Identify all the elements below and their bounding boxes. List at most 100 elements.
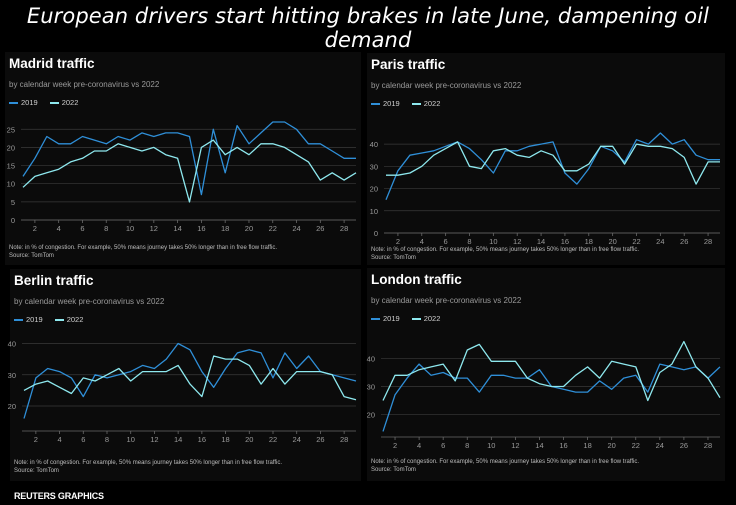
y-tick-label: 30 — [370, 162, 378, 171]
x-tick-label: 10 — [489, 237, 497, 246]
source-text: Source: TomTom — [371, 255, 416, 261]
chart-legend: 2019 2022 — [14, 315, 83, 324]
y-tick-label: 0 — [11, 216, 15, 225]
berlin-chart-panel: Berlin traffic by calendar week pre-coro… — [8, 269, 361, 481]
chart-note: Note: in % of congestion. For example, 5… — [9, 244, 277, 260]
legend-swatch-2022 — [54, 318, 64, 321]
x-tick-label: 24 — [656, 441, 664, 450]
y-tick-label: 25 — [7, 125, 15, 134]
y-tick-label: 10 — [7, 180, 15, 189]
x-tick-label: 28 — [704, 237, 712, 246]
x-tick-label: 4 — [57, 435, 61, 444]
note-text: Note: in % of congestion. For example, 5… — [371, 247, 640, 253]
x-tick-label: 24 — [656, 237, 664, 246]
x-tick-label: 2 — [396, 237, 400, 246]
x-tick-label: 14 — [535, 441, 543, 450]
legend-item-2019: 2019 — [371, 99, 400, 108]
chart-note: Note: in % of congestion. For example, 5… — [371, 246, 639, 262]
chart-title: Paris traffic — [371, 57, 446, 72]
legend-swatch-2019 — [371, 102, 380, 105]
reuters-graphics-credit: REUTERS GRAPHICS — [14, 491, 104, 501]
series-line-2019 — [382, 363, 721, 432]
y-tick-label: 40 — [367, 354, 375, 363]
series-line-2022 — [23, 355, 357, 401]
chart-title: Madrid traffic — [9, 56, 95, 71]
x-tick-label: 28 — [340, 435, 348, 444]
legend-swatch-2019 — [14, 318, 23, 321]
paris-chart-panel: Paris traffic by calendar week pre-coron… — [367, 53, 725, 265]
london-chart-panel: London traffic by calendar week pre-coro… — [367, 268, 725, 481]
x-tick-label: 26 — [316, 435, 324, 444]
y-tick-label: 15 — [7, 162, 15, 171]
x-tick-label: 10 — [126, 224, 134, 233]
legend-label-2022: 2022 — [66, 315, 84, 324]
x-tick-label: 22 — [632, 441, 640, 450]
chart-title: London traffic — [371, 272, 462, 287]
chart-note: Note: in % of congestion. For example, 5… — [14, 459, 282, 475]
headline: European drivers start hitting brakes in… — [26, 4, 710, 52]
x-tick-label: 14 — [173, 224, 181, 233]
legend-item-2019: 2019 — [14, 315, 43, 324]
legend-label-2019: 2019 — [383, 99, 400, 108]
legend-label-2022: 2022 — [423, 99, 441, 108]
y-tick-label: 20 — [367, 411, 375, 420]
legend-swatch-2022 — [49, 101, 59, 104]
x-tick-label: 20 — [245, 224, 253, 233]
x-tick-label: 18 — [585, 237, 593, 246]
x-tick-label: 14 — [537, 237, 545, 246]
x-tick-label: 14 — [174, 435, 182, 444]
x-tick-label: 22 — [632, 237, 640, 246]
x-tick-label: 12 — [511, 441, 519, 450]
x-tick-label: 24 — [292, 224, 300, 233]
y-tick-label: 10 — [370, 207, 378, 216]
chart-note: Note: in % of congestion. For example, 5… — [371, 458, 639, 474]
series-line-2019 — [23, 342, 357, 419]
chart-title: Berlin traffic — [14, 273, 94, 288]
x-tick-label: 20 — [245, 435, 253, 444]
x-tick-label: 2 — [33, 224, 37, 233]
legend-item-2019: 2019 — [9, 98, 38, 107]
y-tick-label: 0 — [374, 229, 378, 238]
x-tick-label: 4 — [57, 224, 61, 233]
y-tick-label: 30 — [367, 383, 375, 392]
x-tick-label: 6 — [441, 441, 445, 450]
chart-legend: 2019 2022 — [371, 99, 440, 108]
x-tick-label: 20 — [608, 441, 616, 450]
x-tick-label: 8 — [104, 224, 108, 233]
madrid-chart-panel: Madrid traffic by calendar week pre-coro… — [5, 52, 361, 265]
chart-legend: 2019 2022 — [9, 98, 78, 107]
x-tick-label: 6 — [444, 237, 448, 246]
x-tick-label: 26 — [316, 224, 324, 233]
legend-swatch-2022 — [411, 317, 421, 320]
x-tick-label: 18 — [583, 441, 591, 450]
x-tick-label: 10 — [127, 435, 135, 444]
x-tick-label: 16 — [197, 224, 205, 233]
series-line-2022 — [22, 139, 357, 203]
note-text: Note: in % of congestion. For example, 5… — [14, 460, 283, 466]
y-tick-label: 20 — [8, 402, 16, 411]
x-tick-label: 18 — [221, 224, 229, 233]
x-tick-label: 16 — [561, 237, 569, 246]
chart-subtitle: by calendar week pre-coronavirus vs 2022 — [9, 80, 160, 89]
legend-label-2022: 2022 — [423, 314, 441, 323]
legend-swatch-2019 — [9, 101, 18, 104]
legend-item-2022: 2022 — [54, 315, 84, 324]
x-tick-label: 8 — [465, 441, 469, 450]
x-tick-label: 16 — [559, 441, 567, 450]
x-tick-label: 28 — [340, 224, 348, 233]
x-tick-label: 24 — [293, 435, 301, 444]
chart-subtitle: by calendar week pre-coronavirus vs 2022 — [371, 81, 522, 90]
series-line-2019 — [22, 121, 356, 196]
y-tick-label: 30 — [8, 371, 16, 380]
x-tick-label: 22 — [269, 435, 277, 444]
y-tick-label: 5 — [11, 198, 15, 207]
legend-swatch-2019 — [371, 317, 380, 320]
legend-label-2019: 2019 — [383, 314, 400, 323]
legend-item-2022: 2022 — [411, 314, 441, 323]
chart-legend: 2019 2022 — [371, 314, 440, 323]
x-tick-label: 18 — [221, 435, 229, 444]
x-tick-label: 10 — [487, 441, 495, 450]
